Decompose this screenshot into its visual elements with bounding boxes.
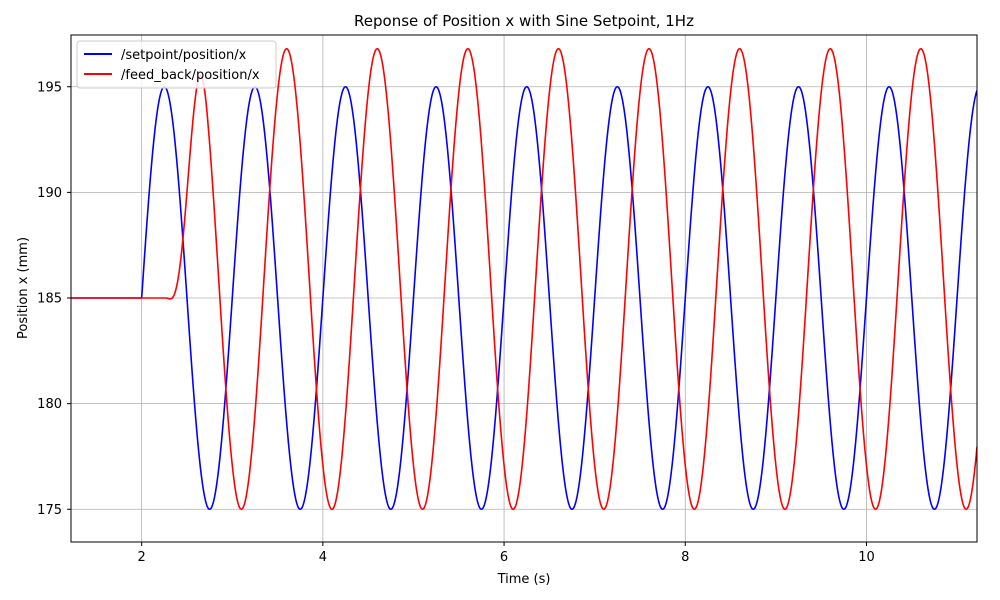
legend: /setpoint/position/x /feed_back/position… — [76, 40, 277, 89]
x-tick-label: 4 — [319, 550, 327, 565]
y-tick-label: 180 — [37, 397, 62, 412]
y-tick-label: 195 — [37, 80, 62, 95]
y-tick-label: 190 — [37, 186, 62, 201]
series-line-feedback — [71, 47, 977, 511]
y-axis-ticks: 175 180 185 190 195 — [37, 80, 71, 518]
y-tick-label: 175 — [37, 503, 62, 518]
chart-title: Reponse of Position x with Sine Setpoint… — [354, 12, 694, 30]
series-layer — [71, 47, 977, 511]
x-axis-title: Time (s) — [497, 572, 551, 587]
x-axis-ticks: 2 4 6 8 10 — [138, 542, 875, 565]
plot-area — [71, 35, 977, 542]
legend-box — [76, 40, 277, 89]
series-line-setpoint — [71, 85, 977, 511]
x-tick-label: 6 — [500, 550, 508, 565]
x-tick-label: 8 — [681, 550, 689, 565]
plot-frame — [70, 34, 978, 543]
legend-label-setpoint: /setpoint/position/x — [121, 48, 247, 63]
y-gridlines — [71, 86, 977, 510]
y-axis-title: Position x (mm) — [16, 237, 31, 339]
x-tick-label: 2 — [138, 550, 146, 565]
legend-label-feedback: /feed_back/position/x — [121, 68, 260, 83]
y-tick-label: 185 — [37, 292, 62, 307]
x-tick-label: 10 — [858, 550, 875, 565]
